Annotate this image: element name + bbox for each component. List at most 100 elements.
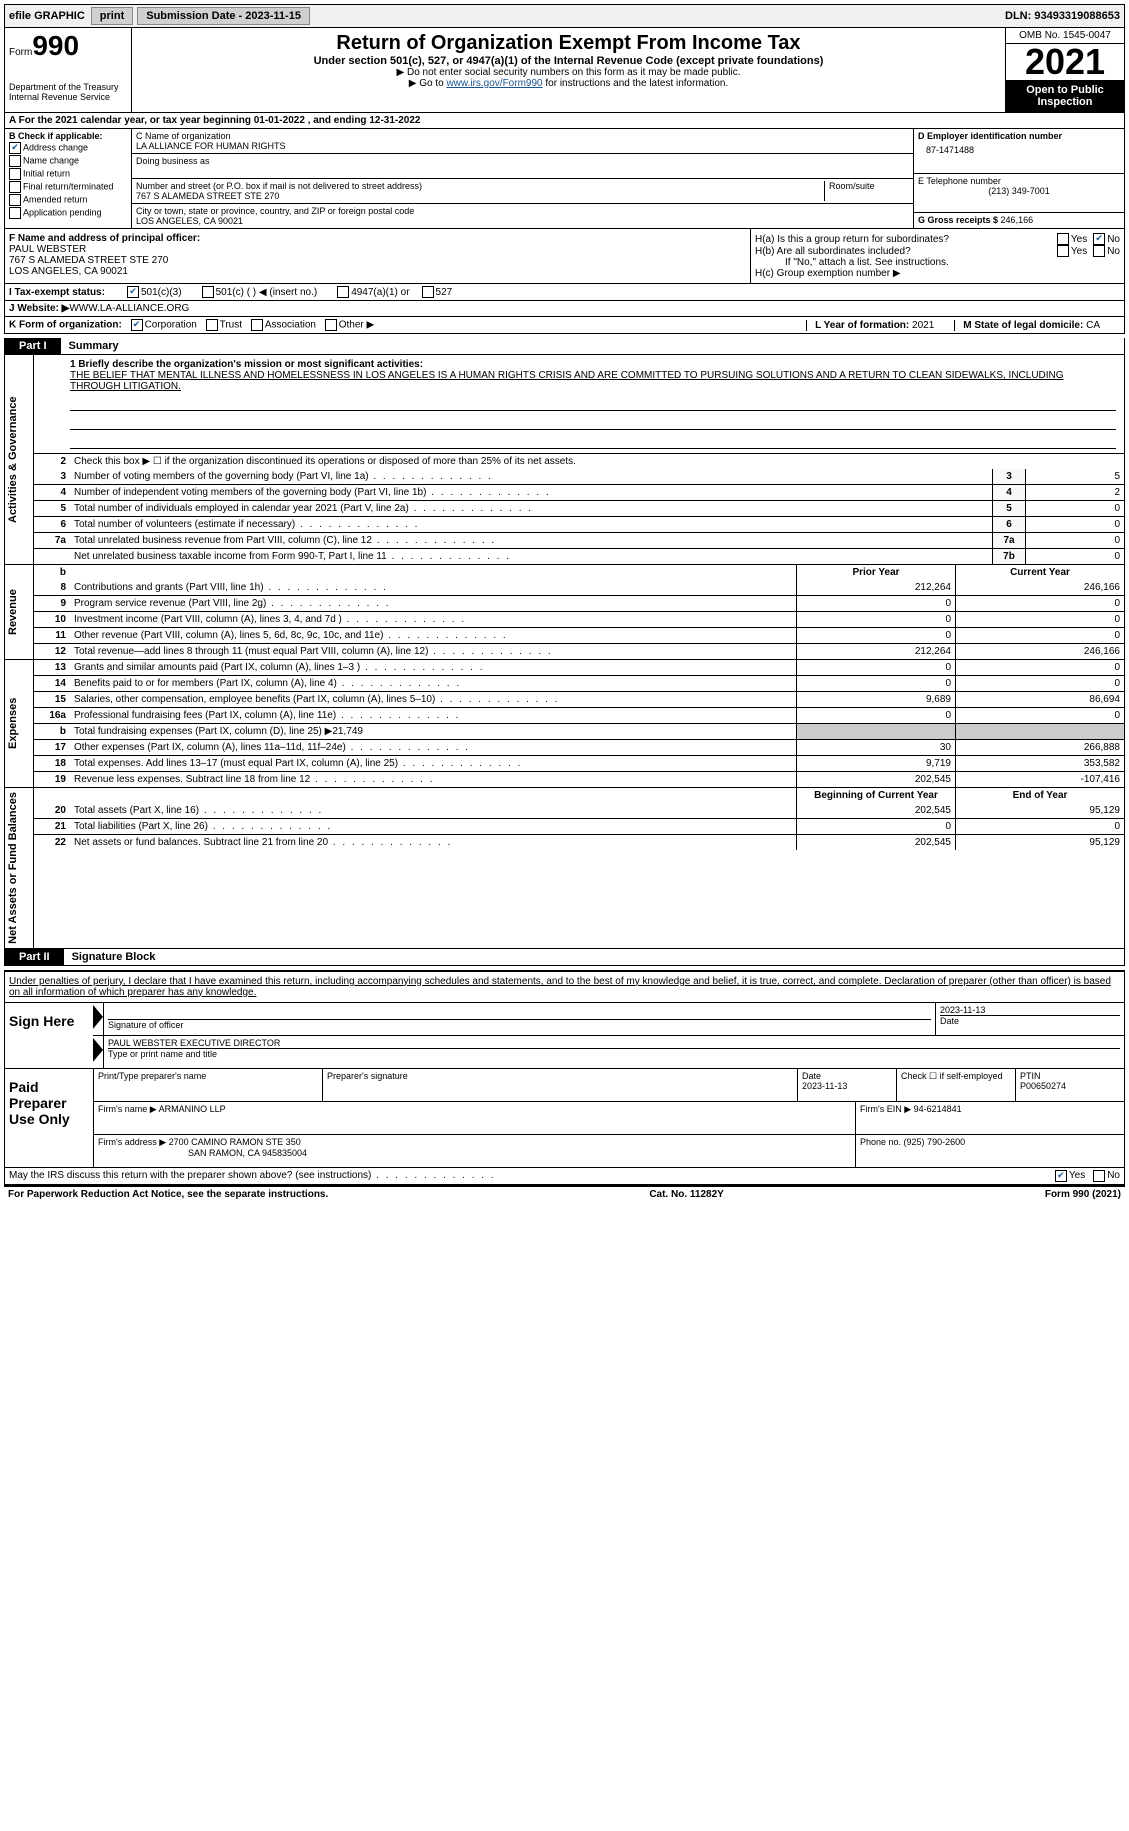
other-checkbox[interactable]: [325, 319, 337, 331]
summary-revenue: Revenue b Prior Year Current Year 8Contr…: [4, 565, 1125, 660]
perjury-declaration: Under penalties of perjury, I declare th…: [5, 972, 1124, 1002]
vtab-expenses: Expenses: [5, 660, 34, 787]
cat-number: Cat. No. 11282Y: [649, 1189, 723, 1200]
firm-ein-cell: Firm's EIN ▶ 94-6214841: [855, 1102, 1124, 1134]
501c-checkbox[interactable]: [202, 286, 214, 298]
form-label-footer: Form 990 (2021): [1045, 1189, 1121, 1200]
footer: For Paperwork Reduction Act Notice, see …: [4, 1185, 1125, 1202]
part1-header: Part I Summary: [4, 338, 1125, 355]
section-bcde: B Check if applicable: Address changeNam…: [4, 129, 1125, 229]
street-address: 767 S ALAMEDA STREET STE 270: [136, 191, 824, 201]
summary-line: 6Total number of volunteers (estimate if…: [34, 516, 1124, 532]
col-f-officer: F Name and address of principal officer:…: [5, 229, 751, 283]
summary-line: 10Investment income (Part VIII, column (…: [34, 611, 1124, 627]
ha-yes-checkbox[interactable]: [1057, 233, 1069, 245]
part1-tab: Part I: [5, 338, 61, 354]
irs-link[interactable]: www.irs.gov/Form990: [446, 78, 542, 89]
checkbox[interactable]: [9, 155, 21, 167]
501c3-checkbox[interactable]: [127, 286, 139, 298]
vtab-netassets: Net Assets or Fund Balances: [5, 788, 34, 948]
summary-line: 11Other revenue (Part VIII, column (A), …: [34, 627, 1124, 643]
checkbox[interactable]: [9, 181, 21, 193]
summary-line: Net unrelated business taxable income fr…: [34, 548, 1124, 564]
form-number-box: Form990 Department of the Treasury Inter…: [5, 28, 132, 112]
summary-line: 18Total expenses. Add lines 13–17 (must …: [34, 755, 1124, 771]
firm-phone-cell: Phone no. (925) 790-2600: [855, 1135, 1124, 1167]
officer-signature-cell: Signature of officer: [103, 1003, 935, 1035]
open-inspection: Open to Public Inspection: [1006, 80, 1124, 112]
checkbox-item: Amended return: [9, 194, 127, 206]
col-b-checkboxes: B Check if applicable: Address changeNam…: [5, 129, 132, 228]
col-h-group: H(a) Is this a group return for subordin…: [751, 229, 1124, 283]
assoc-checkbox[interactable]: [251, 319, 263, 331]
prep-date-cell: Date2023-11-13: [797, 1069, 896, 1101]
summary-expenses: Expenses 13Grants and similar amounts pa…: [4, 660, 1125, 788]
telephone: (213) 349-7001: [918, 186, 1120, 196]
summary-line: 9Program service revenue (Part VIII, lin…: [34, 595, 1124, 611]
discuss-row: May the IRS discuss this return with the…: [4, 1168, 1125, 1185]
summary-line: 16aProfessional fundraising fees (Part I…: [34, 707, 1124, 723]
org-name: LA ALLIANCE FOR HUMAN RIGHTS: [136, 141, 909, 151]
dln-label: DLN: 93493319088653: [1001, 10, 1124, 22]
firm-address-cell: Firm's address ▶ 2700 CAMINO RAMON STE 3…: [93, 1135, 855, 1167]
527-checkbox[interactable]: [422, 286, 434, 298]
prep-sig-cell: Preparer's signature: [322, 1069, 797, 1101]
4947-checkbox[interactable]: [337, 286, 349, 298]
form-header: Form990 Department of the Treasury Inter…: [4, 28, 1125, 113]
print-button[interactable]: print: [91, 7, 133, 25]
sign-here-label: Sign Here: [5, 1003, 93, 1068]
pra-notice: For Paperwork Reduction Act Notice, see …: [8, 1189, 328, 1200]
vtab-governance: Activities & Governance: [5, 355, 34, 564]
ein: 87-1471488: [918, 141, 1120, 155]
row-a-tax-year: A For the 2021 calendar year, or tax yea…: [4, 113, 1125, 129]
checkbox[interactable]: [9, 168, 21, 180]
paid-preparer-row: Paid Preparer Use Only Print/Type prepar…: [5, 1068, 1124, 1167]
checkbox-item: Application pending: [9, 207, 127, 219]
ha-no-checkbox[interactable]: [1093, 233, 1105, 245]
checkbox-item: Address change: [9, 142, 127, 154]
note-link: ▶ Go to www.irs.gov/Form990 for instruct…: [136, 78, 1001, 89]
city-state-zip: LOS ANGELES, CA 90021: [136, 216, 909, 226]
summary-line: 22Net assets or fund balances. Subtract …: [34, 834, 1124, 850]
summary-line: 13Grants and similar amounts paid (Part …: [34, 660, 1124, 675]
sign-here-row: Sign Here Signature of officer 2023-11-1…: [5, 1002, 1124, 1068]
hb-yes-checkbox[interactable]: [1057, 245, 1069, 257]
part2-title: Signature Block: [64, 949, 164, 965]
summary-line: 4Number of independent voting members of…: [34, 484, 1124, 500]
title-box: Return of Organization Exempt From Incom…: [132, 28, 1006, 112]
row-i-tax-status: I Tax-exempt status: 501(c)(3) 501(c) ( …: [4, 284, 1125, 301]
tax-year: 2021: [1006, 44, 1124, 80]
trust-checkbox[interactable]: [206, 319, 218, 331]
submission-date-button[interactable]: Submission Date - 2023-11-15: [137, 7, 310, 25]
vtab-revenue: Revenue: [5, 565, 34, 659]
officer-name-cell: PAUL WEBSTER EXECUTIVE DIRECTOR Type or …: [103, 1036, 1124, 1068]
summary-line: 14Benefits paid to or for members (Part …: [34, 675, 1124, 691]
discuss-yes-checkbox[interactable]: [1055, 1170, 1067, 1182]
summary-line: 8Contributions and grants (Part VIII, li…: [34, 580, 1124, 595]
row-klm: K Form of organization: Corporation Trus…: [4, 317, 1125, 334]
summary-line: 19Revenue less expenses. Subtract line 1…: [34, 771, 1124, 787]
summary-line: 5Total number of individuals employed in…: [34, 500, 1124, 516]
topbar: efile GRAPHIC print Submission Date - 20…: [4, 4, 1125, 28]
summary-line: 3Number of voting members of the governi…: [34, 469, 1124, 484]
checkbox[interactable]: [9, 207, 21, 219]
summary-line: 20Total assets (Part X, line 16)202,5459…: [34, 803, 1124, 818]
year-box: OMB No. 1545-0047 2021 Open to Public In…: [1006, 28, 1124, 112]
signature-section: Under penalties of perjury, I declare th…: [4, 970, 1125, 1168]
summary-line: 12Total revenue—add lines 8 through 11 (…: [34, 643, 1124, 659]
part1-title: Summary: [61, 338, 127, 354]
col-de: D Employer identification number 87-1471…: [913, 129, 1124, 228]
gross-receipts: 246,166: [1001, 215, 1034, 225]
checkbox-item: Initial return: [9, 168, 127, 180]
efile-label: efile GRAPHIC: [5, 10, 89, 22]
website-url: WWW.LA-ALLIANCE.ORG: [69, 303, 189, 314]
officer-city: LOS ANGELES, CA 90021: [9, 266, 746, 277]
checkbox[interactable]: [9, 194, 21, 206]
room-suite: Room/suite: [824, 181, 909, 201]
hb-no-checkbox[interactable]: [1093, 245, 1105, 257]
checkbox[interactable]: [9, 142, 21, 154]
self-employed-cell: Check ☐ if self-employed: [896, 1069, 1015, 1101]
discuss-no-checkbox[interactable]: [1093, 1170, 1105, 1182]
sig-date-cell: 2023-11-13 Date: [935, 1003, 1124, 1035]
corp-checkbox[interactable]: [131, 319, 143, 331]
